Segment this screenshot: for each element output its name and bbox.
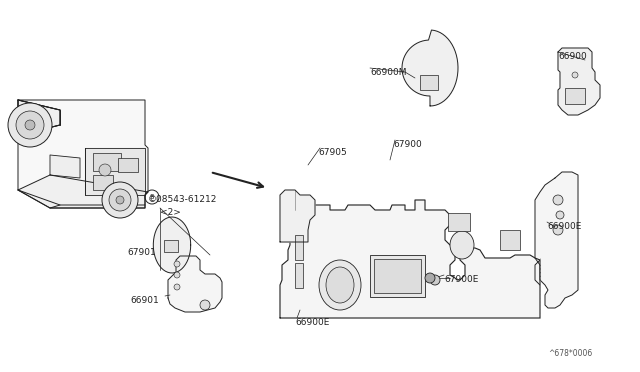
Circle shape (8, 103, 52, 147)
Ellipse shape (326, 267, 354, 303)
Circle shape (99, 164, 111, 176)
Polygon shape (402, 30, 458, 106)
Circle shape (102, 182, 138, 218)
Bar (500, 230, 520, 250)
Text: 66900E: 66900E (547, 222, 581, 231)
Circle shape (430, 275, 440, 285)
Text: 67900E: 67900E (444, 275, 478, 284)
Polygon shape (558, 48, 600, 115)
Bar (164, 240, 178, 252)
Text: 66901: 66901 (130, 296, 159, 305)
Polygon shape (168, 256, 222, 312)
Text: 66900E: 66900E (295, 318, 330, 327)
Polygon shape (280, 200, 540, 318)
Text: 67905: 67905 (318, 148, 347, 157)
Bar (93, 153, 121, 171)
Circle shape (174, 284, 180, 290)
Polygon shape (85, 148, 145, 195)
Ellipse shape (450, 231, 474, 259)
Circle shape (174, 261, 180, 267)
Circle shape (553, 195, 563, 205)
Circle shape (25, 120, 35, 130)
Circle shape (553, 225, 563, 235)
Text: 67901: 67901 (127, 248, 156, 257)
Polygon shape (18, 175, 148, 208)
Bar (118, 158, 138, 172)
Circle shape (16, 111, 44, 139)
Polygon shape (154, 217, 191, 273)
Bar (448, 213, 470, 231)
Polygon shape (535, 172, 578, 308)
Bar (295, 235, 303, 260)
Circle shape (572, 72, 578, 78)
Bar (93, 175, 113, 190)
Text: 66900: 66900 (558, 52, 587, 61)
Bar (295, 263, 303, 288)
Polygon shape (18, 100, 60, 140)
Bar (565, 88, 585, 104)
Text: 66900M: 66900M (370, 68, 406, 77)
Text: 67900: 67900 (393, 140, 422, 149)
Text: S: S (150, 194, 154, 200)
Bar (374, 259, 421, 293)
Text: ^678*0006: ^678*0006 (548, 349, 592, 358)
Circle shape (174, 272, 180, 278)
Text: <2>: <2> (160, 208, 181, 217)
Circle shape (556, 211, 564, 219)
Bar (420, 75, 438, 90)
Polygon shape (50, 155, 80, 178)
Polygon shape (280, 190, 315, 242)
Ellipse shape (319, 260, 361, 310)
Polygon shape (18, 100, 60, 140)
Polygon shape (18, 100, 148, 205)
Text: ©08543-61212: ©08543-61212 (148, 195, 218, 204)
Circle shape (116, 196, 124, 204)
Circle shape (425, 273, 435, 283)
Bar (370, 255, 425, 297)
Circle shape (200, 300, 210, 310)
Circle shape (109, 189, 131, 211)
